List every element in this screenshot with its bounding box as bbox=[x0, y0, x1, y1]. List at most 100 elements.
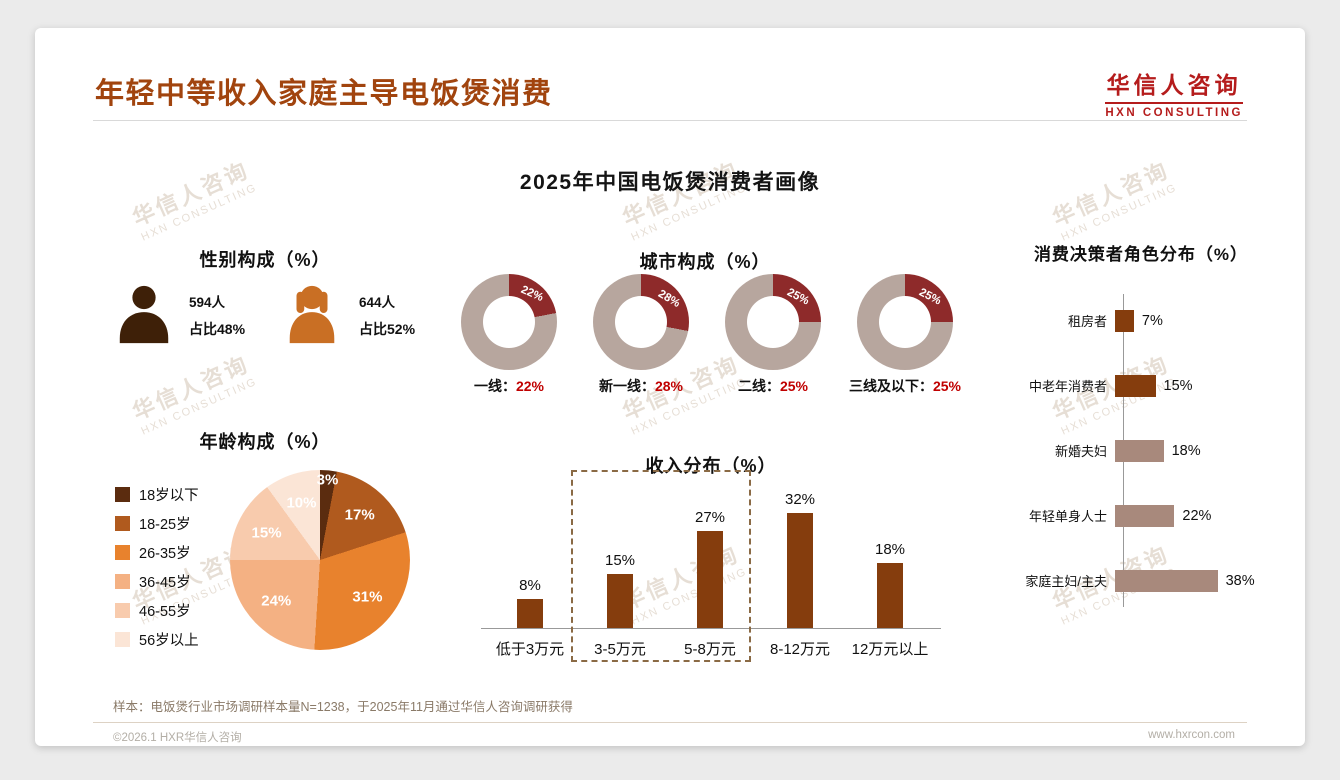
age-legend: 18岁以下 18-25岁 26-35岁 36-45岁 46-55岁 56岁以上 bbox=[115, 480, 199, 654]
city-donut: 25% 三线及以下：25% bbox=[839, 274, 971, 396]
decision-row: 中老年消费者 15% bbox=[983, 353, 1305, 418]
bar-value-label: 38% bbox=[1225, 572, 1255, 589]
pie-value-label: 15% bbox=[251, 524, 282, 542]
donut-caption: 新一线：28% bbox=[599, 376, 683, 396]
legend-item: 18岁以下 bbox=[115, 480, 199, 509]
legend-swatch bbox=[115, 516, 130, 531]
footer-divider bbox=[93, 722, 1247, 723]
bar-category-label: 12万元以上 bbox=[851, 641, 929, 658]
decision-row: 年轻单身人士 22% bbox=[983, 483, 1305, 548]
donut-hole bbox=[615, 296, 667, 348]
decision-category-label: 新婚夫妇 bbox=[1054, 444, 1107, 459]
bar-value-label: 7% bbox=[1141, 312, 1163, 329]
legend-item: 56岁以上 bbox=[115, 625, 199, 654]
decision-chart: 租房者 7% 中老年消费者 15% 新婚夫妇 18% 年轻单身人士 22% 家庭主妇/主夫 38% bbox=[983, 288, 1305, 613]
legend-label: 36-45岁 bbox=[139, 575, 191, 591]
male-icon bbox=[119, 285, 169, 344]
bar bbox=[607, 574, 633, 628]
female-share: 占比52% bbox=[359, 321, 416, 337]
pie-value-label: 17% bbox=[344, 506, 375, 524]
decision-category-label: 家庭主妇/主夫 bbox=[1025, 574, 1107, 589]
copyright-text: ©2026.1 HXR华信人咨询 bbox=[113, 732, 242, 744]
city-donut: 22% 一线：22% bbox=[443, 274, 575, 396]
bar bbox=[1115, 569, 1218, 592]
bar-value-label: 15% bbox=[1163, 377, 1193, 394]
donut-hole bbox=[747, 296, 799, 348]
donut-hole bbox=[879, 296, 931, 348]
decision-row: 家庭主妇/主夫 38% bbox=[983, 548, 1305, 613]
male-share: 占比48% bbox=[189, 321, 246, 337]
male-silhouette bbox=[119, 285, 169, 344]
income-bar-column: 32% bbox=[755, 491, 845, 628]
legend-swatch bbox=[115, 603, 130, 618]
legend-swatch bbox=[115, 487, 130, 502]
donut-caption: 二线：25% bbox=[738, 376, 808, 396]
decision-row: 新婚夫妇 18% bbox=[983, 418, 1305, 483]
bar-value-label: 22% bbox=[1182, 507, 1212, 524]
donut-caption-value: 25% bbox=[779, 378, 809, 394]
bar-value-label: 18% bbox=[874, 541, 906, 559]
pie-value-label: 10% bbox=[286, 494, 317, 512]
chart-main-title: 2025年中国电饭煲消费者画像 bbox=[519, 171, 821, 194]
legend-swatch bbox=[115, 574, 130, 589]
legend-swatch bbox=[115, 545, 130, 560]
bar bbox=[1115, 504, 1175, 527]
income-bars: 8% 15% 27% 32% 18% bbox=[485, 478, 937, 628]
age-section-heading: 年龄构成（%） bbox=[199, 432, 331, 452]
decision-rows: 租房者 7% 中老年消费者 15% 新婚夫妇 18% 年轻单身人士 22% 家庭主妇/主夫 38% bbox=[983, 288, 1305, 613]
donut-ring: 25% bbox=[857, 274, 953, 370]
decision-category-label: 年轻单身人士 bbox=[1028, 509, 1107, 524]
pie-value-label: 31% bbox=[352, 588, 383, 606]
website-link: www.hxrcon.com bbox=[1148, 729, 1235, 741]
sample-note: 样本：电饭煲行业市场调研样本量N=1238，于2025年11月通过华信人咨询调研… bbox=[113, 700, 573, 714]
legend-label: 18-25岁 bbox=[139, 517, 191, 533]
bar-value-label: 8% bbox=[519, 577, 541, 595]
bar-value-label: 18% bbox=[1171, 442, 1201, 459]
legend-item: 18-25岁 bbox=[115, 509, 199, 538]
decision-section-heading: 消费决策者角色分布（%） bbox=[1033, 245, 1249, 264]
legend-item: 26-35岁 bbox=[115, 538, 199, 567]
donut-ring: 28% bbox=[593, 274, 689, 370]
logo-en-text: HXN CONSULTING bbox=[1105, 102, 1243, 119]
company-logo: 华信人咨询 HXN CONSULTING bbox=[1105, 66, 1243, 119]
donut-ring: 25% bbox=[725, 274, 821, 370]
slide-card: 华信人咨询 HXN CONSULTING 华信人咨询 HXN CONSULTING 华信… bbox=[35, 28, 1305, 746]
city-section-heading: 城市构成（%） bbox=[639, 252, 771, 272]
female-icon bbox=[289, 285, 335, 344]
legend-label: 18岁以下 bbox=[139, 488, 199, 504]
income-highlight-box bbox=[571, 470, 751, 662]
legend-label: 46-55岁 bbox=[139, 604, 191, 620]
income-bar-column: 15% bbox=[575, 552, 665, 628]
female-count: 644人 bbox=[359, 295, 396, 310]
donut-caption-name: 新一线： bbox=[598, 378, 655, 394]
bar-value-label: 15% bbox=[604, 552, 636, 569]
city-donut-row: 22% 一线：22% 28% 新一线：28% 25% 二线：25% 25% 三线及以下：25% bbox=[443, 274, 971, 396]
bar-category-label: 5-8万元 bbox=[684, 641, 736, 658]
slide-content: 年轻中等收入家庭主导电饭煲消费 华信人咨询 HXN CONSULTING 202… bbox=[35, 28, 1305, 746]
donut-hole bbox=[483, 296, 535, 348]
bar-category-label: 8-12万元 bbox=[769, 641, 831, 658]
donut-caption-value: 25% bbox=[932, 378, 962, 394]
income-bar-column: 18% bbox=[845, 541, 935, 628]
income-bar-column: 27% bbox=[665, 509, 755, 628]
donut-caption-name: 二线： bbox=[737, 378, 780, 394]
bar-value-label: 32% bbox=[784, 490, 816, 508]
donut-caption-value: 28% bbox=[654, 378, 684, 394]
bar bbox=[1115, 374, 1156, 397]
bar bbox=[877, 563, 903, 628]
logo-cn-text: 华信人咨询 bbox=[1106, 72, 1242, 98]
bar bbox=[697, 530, 723, 628]
city-donut: 28% 新一线：28% bbox=[575, 274, 707, 396]
bar-value-label: 27% bbox=[694, 508, 726, 526]
male-count: 594人 bbox=[189, 295, 226, 310]
bar bbox=[787, 512, 813, 628]
bar-category-label: 低于3万元 bbox=[495, 641, 565, 658]
age-pie: 3% 17% 31% 24% 15% 10% bbox=[230, 470, 410, 650]
legend-label: 26-35岁 bbox=[139, 546, 191, 562]
pie-value-label: 24% bbox=[261, 592, 292, 610]
income-labels: 低于3万元 3-5万元 5-8万元 8-12万元 12万元以上 bbox=[485, 629, 937, 659]
legend-item: 46-55岁 bbox=[115, 596, 199, 625]
income-chart: 8% 15% 27% 32% 18% 低于3万元 3-5万元 5-8万元 8-12万元 12万元… bbox=[481, 470, 941, 662]
page-title: 年轻中等收入家庭主导电饭煲消费 bbox=[95, 78, 553, 110]
donut-caption-value: 22% bbox=[515, 378, 545, 394]
